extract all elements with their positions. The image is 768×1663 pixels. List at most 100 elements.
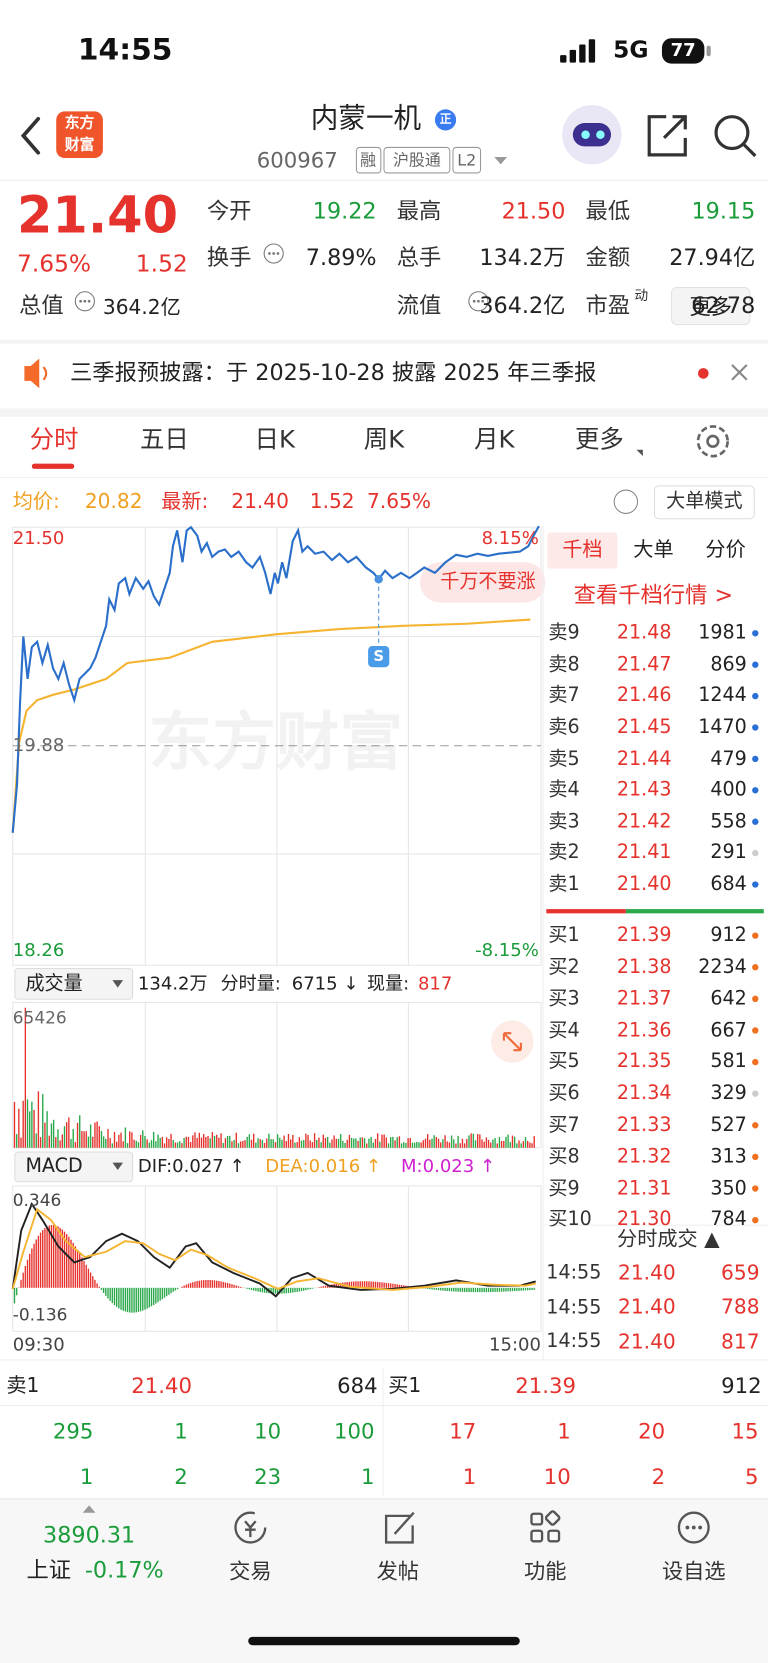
index-value[interactable]: 3890.31: [43, 1522, 136, 1549]
bar: [518, 1287, 520, 1291]
bar: [353, 1281, 355, 1288]
order-size: 23: [254, 1463, 282, 1490]
book-dot: [752, 932, 759, 939]
more-button[interactable]: [670, 286, 751, 326]
dropdown[interactable]: [494, 156, 508, 165]
bar: [276, 1287, 279, 1294]
marker[interactable]: [368, 646, 390, 668]
bar: [131, 1132, 133, 1148]
field-value: 19.22: [312, 198, 377, 225]
bar: [455, 1143, 457, 1148]
book-volume: 350: [710, 1177, 747, 1200]
bar: [37, 1235, 40, 1288]
tab[interactable]: 更多: [574, 426, 624, 455]
trade-price: 21.40: [618, 1260, 676, 1285]
bar: [261, 1287, 264, 1293]
bar: [376, 1133, 379, 1148]
bar: [527, 1140, 529, 1148]
trade-price: 21.40: [618, 1329, 676, 1354]
band: [0, 408, 768, 417]
share-button[interactable]: [647, 115, 687, 157]
bar: [400, 1285, 403, 1288]
bar: [137, 1287, 140, 1312]
help-icon[interactable]: [613, 489, 639, 514]
bar: [476, 1287, 479, 1293]
bar: [289, 1139, 292, 1148]
bar: [372, 1281, 374, 1288]
book-dot: [752, 755, 759, 763]
more-button[interactable]: 更多: [689, 293, 732, 320]
bar: [461, 1287, 464, 1292]
book-tab[interactable]: 大单: [633, 537, 674, 561]
nav-item[interactable]: 设自选: [661, 1558, 726, 1584]
book-volume: 581: [710, 1050, 747, 1073]
bar: [242, 1140, 244, 1148]
bar: [144, 1287, 146, 1310]
book-link[interactable]: 查看千档行情 >: [573, 582, 734, 609]
book-tab[interactable]: 千档: [562, 537, 603, 561]
order-size: 2: [651, 1463, 666, 1490]
change-pct: 7.65%: [367, 489, 432, 513]
bar: [74, 1246, 77, 1288]
mode-button[interactable]: 大单模式: [666, 490, 743, 513]
bar: [322, 1286, 324, 1288]
bar: [213, 1280, 216, 1288]
tab[interactable]: 日K: [254, 426, 295, 455]
bar: [135, 1140, 137, 1148]
tag-box: [452, 146, 482, 174]
bar: [424, 1138, 427, 1148]
nav-item[interactable]: 交易: [229, 1558, 272, 1584]
tab[interactable]: 五日: [140, 426, 189, 455]
order-size: 100: [333, 1418, 375, 1444]
book-volume: 1470: [698, 716, 747, 739]
book-tab[interactable]: 分价: [705, 537, 746, 561]
bubble[interactable]: [420, 562, 546, 603]
bar: [150, 1140, 153, 1148]
bar: [385, 1137, 388, 1148]
bar: [166, 1287, 168, 1297]
bar: [300, 1287, 303, 1292]
bar: [24, 1265, 27, 1288]
selector[interactable]: [14, 967, 134, 1000]
tab[interactable]: 月K: [474, 426, 515, 455]
bar: [81, 1257, 83, 1288]
bar: [483, 1287, 485, 1293]
nav-item[interactable]: 发帖: [376, 1558, 420, 1584]
function-icon[interactable]: [530, 1510, 561, 1543]
trades-title[interactable]: 分时成交 ▲: [617, 1226, 720, 1251]
nav-item[interactable]: 功能: [524, 1558, 567, 1584]
bar: [155, 1287, 157, 1304]
bar: [44, 1227, 46, 1288]
settings-button[interactable]: [696, 425, 730, 458]
bar: [70, 1139, 72, 1148]
bar: [218, 1281, 220, 1288]
watchlist-icon[interactable]: [677, 1511, 710, 1544]
close-button[interactable]: [731, 364, 748, 381]
back-button[interactable]: [20, 116, 41, 155]
trade-icon[interactable]: [234, 1511, 267, 1544]
tab-active[interactable]: [547, 532, 618, 569]
post-icon[interactable]: [384, 1511, 415, 1544]
bar: [303, 1287, 305, 1291]
notice[interactable]: 三季报预披露：于 2025-10-28 披露 2025 年三季报: [70, 360, 597, 386]
bar: [529, 1287, 531, 1291]
book-dot: [752, 849, 759, 857]
bar: [468, 1287, 470, 1293]
bar: [442, 1287, 444, 1291]
book-volume: 527: [710, 1113, 747, 1137]
bar: [187, 1136, 190, 1148]
book-label: 卖6: [548, 716, 580, 739]
tab[interactable]: 周K: [363, 426, 405, 455]
bar: [479, 1134, 481, 1148]
bar: [283, 1135, 285, 1148]
bar: [322, 1134, 324, 1148]
mode-button[interactable]: [653, 485, 755, 520]
bar: [318, 1287, 320, 1288]
selector[interactable]: [14, 1151, 134, 1183]
bar: [44, 1122, 46, 1148]
bubble-text[interactable]: 千万不要涨: [440, 570, 536, 594]
bar: [126, 1143, 129, 1148]
tab[interactable]: 分时: [29, 426, 79, 455]
search-button[interactable]: [714, 115, 757, 158]
bar: [42, 1230, 44, 1288]
